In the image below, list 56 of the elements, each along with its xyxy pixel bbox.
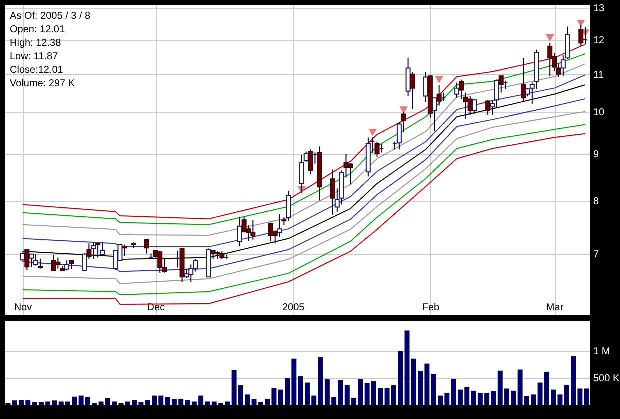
y-tick-label: 11 xyxy=(594,70,604,81)
candlestick xyxy=(250,220,256,240)
annotation: As Of: 2005 / 3 / 8 xyxy=(10,11,92,22)
annotation: High: 12.38 xyxy=(10,38,62,49)
candlestick xyxy=(454,82,460,99)
bar xyxy=(185,400,190,405)
candlestick xyxy=(100,242,105,257)
candlestick xyxy=(308,149,314,175)
y-tick-label: 9 xyxy=(594,150,600,161)
candlestick xyxy=(91,242,96,260)
y-tick-label: 500 K xyxy=(594,373,620,384)
candlestick xyxy=(122,244,128,257)
point xyxy=(368,128,378,136)
candlestick xyxy=(410,72,416,110)
candlestick xyxy=(472,98,478,115)
point xyxy=(400,106,408,114)
candlestick xyxy=(374,141,380,158)
x-tick-label: 2005 xyxy=(282,302,306,314)
annotation: Close:12.01 xyxy=(10,65,64,76)
candlestick xyxy=(64,260,70,272)
annotation: Volume: 297 K xyxy=(10,78,76,90)
y-tick-label: 1 M xyxy=(594,346,610,358)
candlestick xyxy=(51,254,56,272)
y-tick-label: 13 xyxy=(594,4,606,15)
y-tick-label: 10 xyxy=(594,108,606,119)
candlestick xyxy=(521,58,526,102)
y-tick-label: 8 xyxy=(594,196,600,208)
y-tick-label: 12 xyxy=(594,35,606,46)
candlestick xyxy=(144,239,150,254)
annotation: Low: 11.87 xyxy=(10,52,59,62)
point xyxy=(435,76,444,84)
candlestick xyxy=(38,258,43,270)
x-tick-label: Nov xyxy=(14,302,32,314)
y-tick-label: 7 xyxy=(594,249,600,260)
candlestick xyxy=(96,242,101,258)
candlestick xyxy=(494,79,500,108)
candlestick xyxy=(348,162,354,186)
candlestick xyxy=(468,96,473,116)
candlestick xyxy=(86,243,92,260)
bar xyxy=(584,388,590,405)
bar xyxy=(404,330,410,405)
point xyxy=(546,34,554,42)
candlestick xyxy=(29,253,34,268)
candlestick xyxy=(286,190,292,222)
candlestick xyxy=(184,268,190,279)
x-tick-label: Feb xyxy=(422,302,440,314)
candlestick xyxy=(330,169,336,216)
point xyxy=(576,20,586,28)
x-tick-label: Mar xyxy=(546,302,564,314)
candlestick xyxy=(237,216,242,247)
candlestick xyxy=(486,100,491,116)
candlestick xyxy=(24,249,30,271)
annotation: Open: 12.01 xyxy=(10,24,66,36)
candlestick xyxy=(548,42,553,77)
candlestick xyxy=(56,257,61,270)
candlestick xyxy=(436,84,442,106)
